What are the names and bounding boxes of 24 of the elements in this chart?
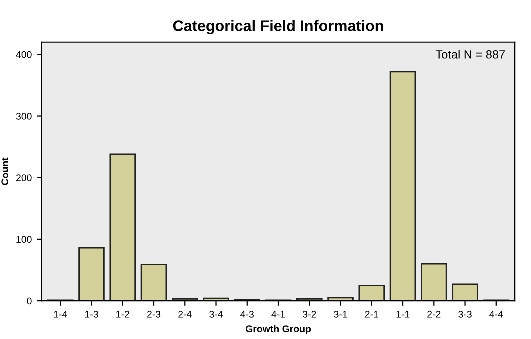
x-axis-title: Growth Group <box>246 325 312 334</box>
x-tick-label: 1-4 <box>54 311 68 318</box>
y-axis-title: Count <box>2 158 9 186</box>
x-tick-label: 2-2 <box>428 311 441 318</box>
x-tick-label: 2-4 <box>178 311 192 318</box>
x-tick-label: 3-3 <box>458 311 472 318</box>
y-tick-label: 300 <box>16 113 32 120</box>
x-tick-label: 4-1 <box>272 311 286 318</box>
y-tick-label: 400 <box>16 51 32 58</box>
x-tick-label: 2-3 <box>147 311 161 318</box>
x-tick-label: 2-1 <box>365 311 378 318</box>
x-tick-label: 4-3 <box>240 311 254 318</box>
y-tick-label: 0 <box>27 298 32 305</box>
x-tick-label: 3-4 <box>210 311 223 318</box>
chart-title: Categorical Field Information <box>173 20 384 34</box>
y-tick-label: 100 <box>16 236 32 244</box>
y-tick-label: 200 <box>16 174 32 182</box>
x-tick-label: 1-3 <box>85 311 98 318</box>
x-tick-label: 1-2 <box>116 311 130 318</box>
annotation: Total N = 887 <box>436 50 506 59</box>
x-tick-label: 1-1 <box>396 311 410 318</box>
x-tick-label: 4-4 <box>490 311 504 318</box>
x-tick-label: 3-1 <box>334 311 348 318</box>
x-tick-label: 3-2 <box>302 311 316 318</box>
